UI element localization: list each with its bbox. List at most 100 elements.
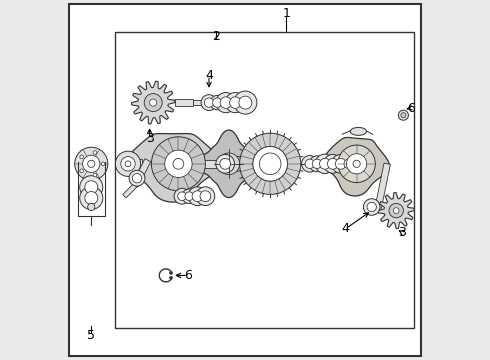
Circle shape <box>390 204 403 217</box>
Circle shape <box>338 145 375 183</box>
Circle shape <box>323 154 342 173</box>
Polygon shape <box>175 99 193 106</box>
Circle shape <box>315 154 335 174</box>
Polygon shape <box>240 160 256 167</box>
Circle shape <box>253 147 288 181</box>
Circle shape <box>309 156 325 172</box>
Circle shape <box>220 158 231 169</box>
Circle shape <box>192 191 203 202</box>
Circle shape <box>122 157 134 170</box>
Circle shape <box>173 158 184 169</box>
Circle shape <box>229 97 241 108</box>
Circle shape <box>93 151 97 154</box>
Circle shape <box>88 160 95 167</box>
Circle shape <box>116 151 141 176</box>
Circle shape <box>327 158 338 169</box>
Circle shape <box>125 161 131 167</box>
Circle shape <box>253 147 288 181</box>
Circle shape <box>80 186 103 210</box>
Circle shape <box>401 113 406 118</box>
Circle shape <box>74 147 108 180</box>
Circle shape <box>216 154 235 173</box>
Circle shape <box>393 208 399 213</box>
Polygon shape <box>375 163 391 208</box>
Circle shape <box>149 99 157 106</box>
Circle shape <box>347 155 366 173</box>
Circle shape <box>144 94 162 112</box>
Circle shape <box>312 159 321 168</box>
Circle shape <box>129 170 145 186</box>
Circle shape <box>80 155 83 159</box>
Text: 5: 5 <box>87 329 95 342</box>
Circle shape <box>151 137 205 191</box>
Circle shape <box>201 95 217 111</box>
Circle shape <box>170 276 172 279</box>
Circle shape <box>170 271 172 274</box>
Circle shape <box>88 203 95 211</box>
Circle shape <box>166 151 191 176</box>
Polygon shape <box>202 160 220 168</box>
Circle shape <box>188 187 207 206</box>
Circle shape <box>346 154 367 174</box>
Circle shape <box>344 159 353 168</box>
Circle shape <box>200 191 211 202</box>
Circle shape <box>204 98 214 107</box>
Ellipse shape <box>350 127 367 135</box>
Circle shape <box>239 96 252 109</box>
Circle shape <box>83 155 100 172</box>
Circle shape <box>83 156 99 172</box>
Circle shape <box>145 94 162 111</box>
Circle shape <box>367 202 376 212</box>
Text: 1: 1 <box>282 7 291 20</box>
Circle shape <box>210 95 224 110</box>
Circle shape <box>225 93 245 113</box>
Polygon shape <box>378 193 414 229</box>
Text: 3: 3 <box>398 226 406 239</box>
Polygon shape <box>324 138 390 196</box>
Polygon shape <box>195 130 263 198</box>
Circle shape <box>259 153 281 175</box>
Polygon shape <box>302 161 331 167</box>
Text: 6: 6 <box>184 269 192 282</box>
Text: 4: 4 <box>205 69 213 82</box>
Polygon shape <box>132 159 151 187</box>
Circle shape <box>240 133 301 194</box>
Circle shape <box>174 188 190 204</box>
Circle shape <box>341 156 357 172</box>
Circle shape <box>364 199 380 215</box>
Circle shape <box>182 189 196 203</box>
Circle shape <box>85 181 98 194</box>
Circle shape <box>389 203 403 218</box>
Circle shape <box>165 150 192 177</box>
Polygon shape <box>123 184 137 198</box>
Circle shape <box>220 97 232 108</box>
Circle shape <box>93 173 97 177</box>
Circle shape <box>301 156 318 172</box>
Circle shape <box>234 91 257 114</box>
Circle shape <box>213 98 222 107</box>
Circle shape <box>319 158 330 169</box>
Polygon shape <box>125 134 220 202</box>
Circle shape <box>185 192 194 201</box>
Circle shape <box>178 192 186 201</box>
Circle shape <box>335 158 346 169</box>
Bar <box>116 32 414 328</box>
Polygon shape <box>132 81 175 124</box>
Text: 4: 4 <box>342 222 350 235</box>
Circle shape <box>305 159 315 168</box>
Circle shape <box>196 187 215 206</box>
Text: 3: 3 <box>146 132 153 145</box>
Circle shape <box>132 174 142 183</box>
Circle shape <box>121 157 135 171</box>
Circle shape <box>218 153 240 175</box>
Circle shape <box>85 192 98 204</box>
Circle shape <box>353 160 360 167</box>
Circle shape <box>80 176 103 199</box>
Circle shape <box>101 162 105 166</box>
Circle shape <box>398 110 409 120</box>
Circle shape <box>331 154 350 173</box>
Circle shape <box>80 169 83 172</box>
Text: 6: 6 <box>407 102 415 114</box>
Text: 2: 2 <box>212 30 220 42</box>
Polygon shape <box>193 100 204 105</box>
